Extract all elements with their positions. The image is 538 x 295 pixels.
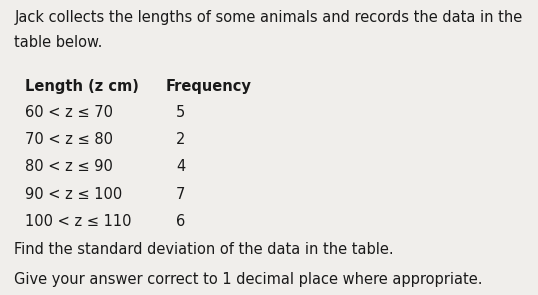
Text: 60 < z ≤ 70: 60 < z ≤ 70 (25, 105, 113, 120)
Text: Give your answer correct to 1 decimal place where appropriate.: Give your answer correct to 1 decimal pl… (15, 272, 483, 287)
Text: table below.: table below. (15, 35, 103, 50)
Text: Frequency: Frequency (165, 79, 251, 94)
Text: 7: 7 (176, 187, 186, 202)
Text: Length (z cm): Length (z cm) (25, 79, 139, 94)
Text: Jack collects the lengths of some animals and records the data in the: Jack collects the lengths of some animal… (15, 10, 522, 25)
Text: 90 < z ≤ 100: 90 < z ≤ 100 (25, 187, 122, 202)
Text: 5: 5 (176, 105, 186, 120)
Text: 70 < z ≤ 80: 70 < z ≤ 80 (25, 132, 113, 147)
Text: Find the standard deviation of the data in the table.: Find the standard deviation of the data … (15, 242, 394, 258)
Text: 80 < z ≤ 90: 80 < z ≤ 90 (25, 160, 113, 174)
Text: 100 < z ≤ 110: 100 < z ≤ 110 (25, 214, 132, 229)
Text: 2: 2 (176, 132, 186, 147)
Text: 6: 6 (176, 214, 186, 229)
Text: 4: 4 (176, 160, 186, 174)
